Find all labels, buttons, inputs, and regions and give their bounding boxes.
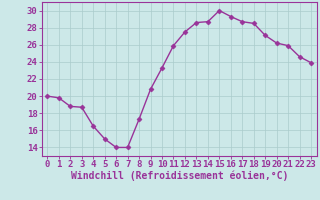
- X-axis label: Windchill (Refroidissement éolien,°C): Windchill (Refroidissement éolien,°C): [70, 171, 288, 181]
